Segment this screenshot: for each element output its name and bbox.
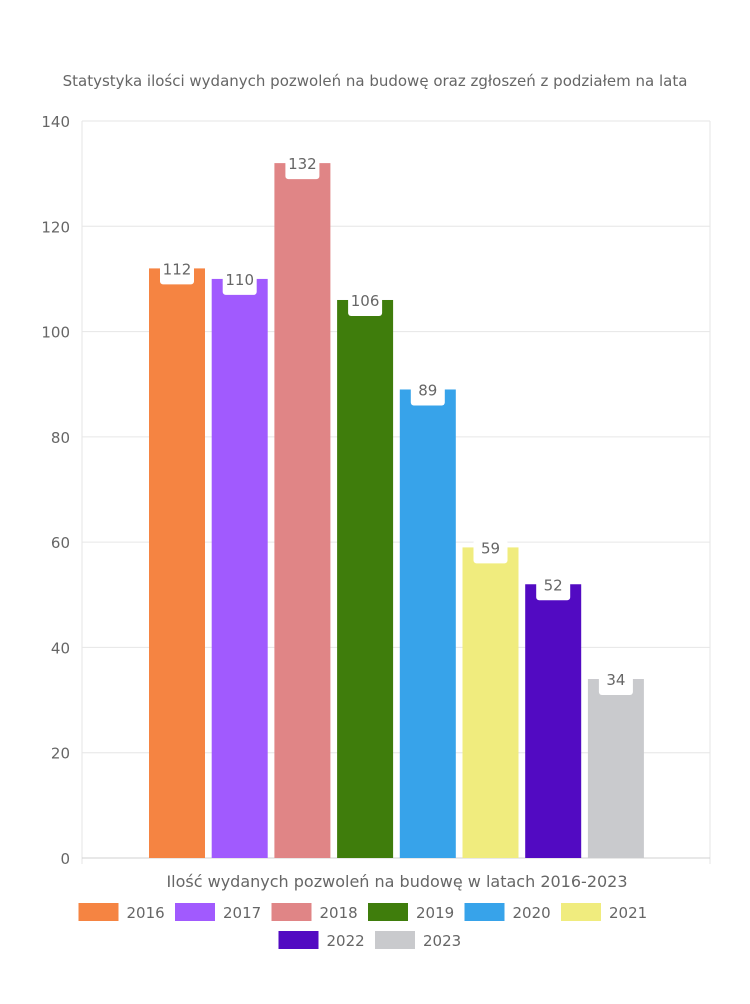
legend-item-2016[interactable]: 2016 — [78, 903, 165, 922]
data-label-bg — [348, 291, 383, 316]
data-label: 89 — [418, 381, 437, 399]
x-axis-label: Ilość wydanych pozwoleń na budowę w lata… — [166, 872, 627, 891]
legend-label: 2020 — [513, 904, 551, 922]
legend-item-2019[interactable]: 2019 — [368, 903, 454, 922]
y-tick-label: 60 — [51, 534, 70, 552]
data-label: 106 — [351, 292, 380, 310]
legend-label: 2023 — [423, 932, 461, 950]
legend-swatch — [561, 903, 601, 921]
bar-2016 — [149, 268, 205, 858]
bar-2021 — [462, 547, 519, 858]
data-label-bg — [473, 539, 508, 564]
y-axis: 0 20 40 60 80 100 120 140 — [41, 113, 70, 868]
legend: 2016 2017 2018 2019 2020 2021 2022 2023 — [78, 903, 647, 950]
data-label-bg — [160, 260, 194, 285]
legend-swatch — [278, 931, 319, 949]
y-tick-label: 100 — [41, 324, 70, 342]
data-label-bg — [598, 671, 633, 696]
legend-swatch — [464, 903, 505, 921]
legend-swatch — [175, 903, 215, 921]
legend-item-2022[interactable]: 2022 — [278, 931, 365, 950]
y-tick-label: 20 — [51, 745, 70, 763]
legend-label: 2016 — [127, 904, 165, 922]
y-tick-label: 140 — [41, 113, 70, 131]
chart-title: Statystyka ilości wydanych pozwoleń na b… — [63, 72, 688, 90]
y-tick-label: 0 — [60, 850, 70, 868]
legend-item-2021[interactable]: 2021 — [561, 903, 647, 922]
legend-label: 2021 — [609, 904, 647, 922]
legend-item-2018[interactable]: 2018 — [271, 903, 358, 922]
data-label: 59 — [481, 539, 500, 557]
data-label-bg — [285, 155, 320, 180]
bar-2023 — [587, 679, 644, 858]
bar-2022 — [525, 584, 582, 858]
legend-item-2023[interactable]: 2023 — [375, 931, 461, 950]
bars: 112 110 132 106 89 59 52 34 — [149, 155, 644, 859]
bar-2017 — [211, 278, 268, 858]
legend-label: 2017 — [223, 904, 261, 922]
legend-item-2020[interactable]: 2020 — [464, 903, 551, 922]
data-label-bg — [410, 381, 445, 406]
legend-swatch — [375, 931, 415, 949]
y-tick-label: 40 — [51, 639, 70, 657]
y-tick-label: 120 — [41, 218, 70, 236]
data-label: 110 — [225, 271, 254, 289]
data-label-bg — [222, 270, 257, 295]
legend-swatch — [271, 903, 312, 921]
data-label-bg — [536, 576, 571, 601]
legend-swatch — [368, 903, 408, 921]
legend-label: 2019 — [416, 904, 454, 922]
bar-2018 — [274, 163, 331, 859]
bar-2019 — [337, 299, 394, 858]
legend-item-2017[interactable]: 2017 — [175, 903, 261, 922]
data-label: 132 — [288, 155, 317, 173]
data-label: 112 — [163, 260, 192, 278]
legend-label: 2018 — [320, 904, 358, 922]
data-label: 52 — [544, 576, 563, 594]
data-label: 34 — [606, 671, 625, 689]
bar-2020 — [399, 389, 456, 858]
legend-swatch — [78, 903, 119, 921]
legend-label: 2022 — [327, 932, 365, 950]
y-tick-label: 80 — [51, 429, 70, 447]
